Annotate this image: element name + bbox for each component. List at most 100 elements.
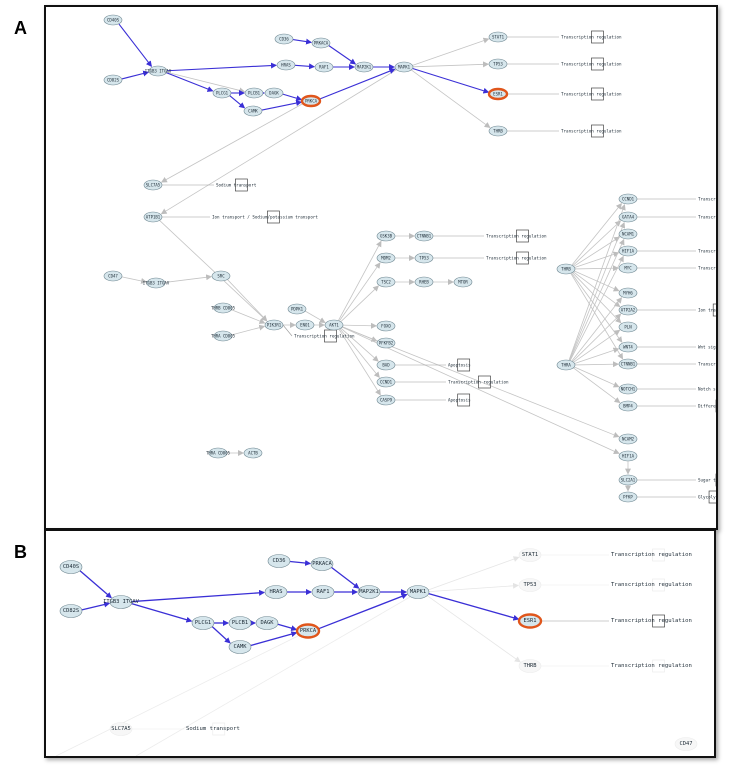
gene-node[interactable]: CD47	[103, 270, 123, 282]
node-label: MYH6	[623, 291, 633, 296]
term-edge	[282, 324, 293, 337]
gene-node[interactable]: ESR1	[517, 613, 543, 629]
gene-node[interactable]: PFKP	[618, 491, 638, 503]
node-label: THRA CD805	[206, 451, 231, 456]
gene-node[interactable]: PRKACA	[311, 37, 331, 49]
node-ellipse	[191, 616, 215, 630]
gene-node[interactable]: RHEB	[414, 276, 434, 288]
network-edge	[339, 262, 381, 321]
gene-node[interactable]: ITGB3 ITGAV	[143, 277, 170, 289]
gene-node[interactable]: GSK3B	[376, 230, 396, 242]
gene-node[interactable]: MDM2	[376, 252, 396, 264]
gene-node[interactable]: CD47	[674, 737, 698, 751]
term-box	[591, 124, 604, 138]
gene-node[interactable]: THRA	[556, 359, 576, 371]
node-ellipse	[103, 74, 123, 86]
gene-node[interactable]: MTOR	[453, 276, 473, 288]
gene-node[interactable]: PRKCA	[300, 94, 322, 108]
gene-node[interactable]: CD36	[267, 554, 291, 568]
gene-node[interactable]: ITGB3 ITGAV	[145, 65, 172, 77]
gene-node[interactable]: HIF1A	[618, 450, 638, 462]
gene-node[interactable]: SLC7A5	[143, 179, 163, 191]
gene-node[interactable]: NCAM1	[618, 228, 638, 240]
gene-node[interactable]: BMP4	[618, 400, 638, 412]
gene-node[interactable]: MYH6	[618, 287, 638, 299]
gene-node[interactable]: THRB	[518, 659, 542, 673]
gene-node[interactable]: RAF1	[311, 585, 335, 599]
gene-node[interactable]: TP53	[488, 58, 508, 70]
gene-node[interactable]: TP53	[414, 252, 434, 264]
gene-node[interactable]: MAPK1	[394, 61, 414, 73]
gene-node[interactable]: RAF1	[314, 61, 334, 73]
gene-node[interactable]: AKT1	[324, 319, 344, 331]
gene-node[interactable]: CASP9	[376, 394, 396, 406]
node-label: STAT1	[492, 35, 505, 40]
gene-node[interactable]: CCND1	[618, 193, 638, 205]
term-label: Transcription regulation	[486, 234, 547, 239]
gene-node[interactable]: THRB CD805	[211, 302, 236, 314]
gene-node[interactable]: MYC	[618, 262, 638, 274]
gene-node[interactable]: FOXO	[376, 320, 396, 332]
gene-node[interactable]: ACTB	[243, 447, 263, 459]
gene-node[interactable]: DAGK	[264, 87, 284, 99]
path-edge	[166, 62, 278, 72]
gene-node[interactable]: STAT1	[518, 548, 542, 562]
gene-node[interactable]: SLC2A1	[618, 474, 638, 486]
gene-node[interactable]: CD40S	[59, 560, 83, 574]
node-ellipse	[148, 65, 168, 77]
gene-node[interactable]: CAMK	[243, 105, 263, 117]
gene-node[interactable]: NOTCH1	[618, 383, 638, 395]
gene-node[interactable]: CTNNB1	[618, 358, 638, 370]
gene-node[interactable]: PLN	[618, 321, 638, 333]
gene-node[interactable]: MAP2K1	[354, 61, 374, 73]
gene-node[interactable]: WNT4	[618, 341, 638, 353]
gene-node[interactable]: PFKFB2	[376, 337, 396, 349]
gene-node[interactable]: PLCB1	[244, 87, 264, 99]
gene-node[interactable]: DAGK	[255, 616, 279, 630]
gene-node[interactable]: HIF1A	[618, 245, 638, 257]
gene-node[interactable]: CTNNB1	[414, 230, 434, 242]
gene-node[interactable]: TP53	[518, 578, 542, 592]
gene-node[interactable]: SRC	[211, 270, 231, 282]
gene-node[interactable]: PDPK1	[287, 303, 307, 315]
gene-node[interactable]: ATP1B1	[143, 211, 163, 223]
path-edge	[250, 631, 298, 647]
gene-node[interactable]: GATA4	[618, 211, 638, 223]
gene-node[interactable]: HRAS	[276, 59, 296, 71]
gene-node[interactable]: BAD	[376, 359, 396, 371]
network-edge	[573, 236, 621, 267]
node-ellipse	[518, 659, 542, 673]
gene-node[interactable]: MAP2K1	[357, 585, 381, 599]
gene-node[interactable]: THRA CD805	[211, 330, 236, 342]
gene-node[interactable]: NCAM2	[618, 433, 638, 445]
gene-node[interactable]: CCND1	[376, 376, 396, 388]
gene-node[interactable]: THRB	[556, 263, 576, 275]
node-ellipse	[618, 433, 638, 445]
term-box	[591, 87, 604, 101]
node-label: MDM2	[381, 256, 391, 261]
gene-node[interactable]: ATP2A2	[618, 304, 638, 316]
gene-node[interactable]: TSC2	[376, 276, 396, 288]
gene-node[interactable]: CD82S	[59, 604, 83, 618]
gene-node[interactable]: PLCB1	[228, 616, 252, 630]
gene-node[interactable]: ITGB3 ITGAV	[103, 595, 140, 609]
gene-node[interactable]: PLCG1	[191, 616, 215, 630]
gene-node[interactable]: ESR1	[487, 87, 509, 101]
gene-node[interactable]: PRKCA	[295, 623, 321, 639]
gene-node[interactable]: PRKACA	[310, 557, 334, 571]
gene-node[interactable]: SLC7A5	[109, 722, 133, 736]
gene-node[interactable]: HRAS	[264, 585, 288, 599]
gene-node[interactable]: STAT1	[488, 31, 508, 43]
gene-node[interactable]: ENO1	[295, 319, 315, 331]
node-label: PRKACA	[314, 41, 329, 46]
gene-node[interactable]: CD40S	[103, 14, 123, 26]
gene-node[interactable]: CAMK	[228, 640, 252, 654]
gene-node[interactable]: CD82S	[103, 74, 123, 86]
gene-node[interactable]: THRB	[488, 125, 508, 137]
gene-node[interactable]: PIK3R1	[264, 319, 284, 331]
node-ellipse	[243, 105, 263, 117]
gene-node[interactable]: PLCG1	[212, 87, 232, 99]
gene-node[interactable]: THRA CD805	[206, 447, 231, 459]
gene-node[interactable]: MAPK1	[406, 585, 430, 599]
gene-node[interactable]: CD36	[274, 33, 294, 45]
